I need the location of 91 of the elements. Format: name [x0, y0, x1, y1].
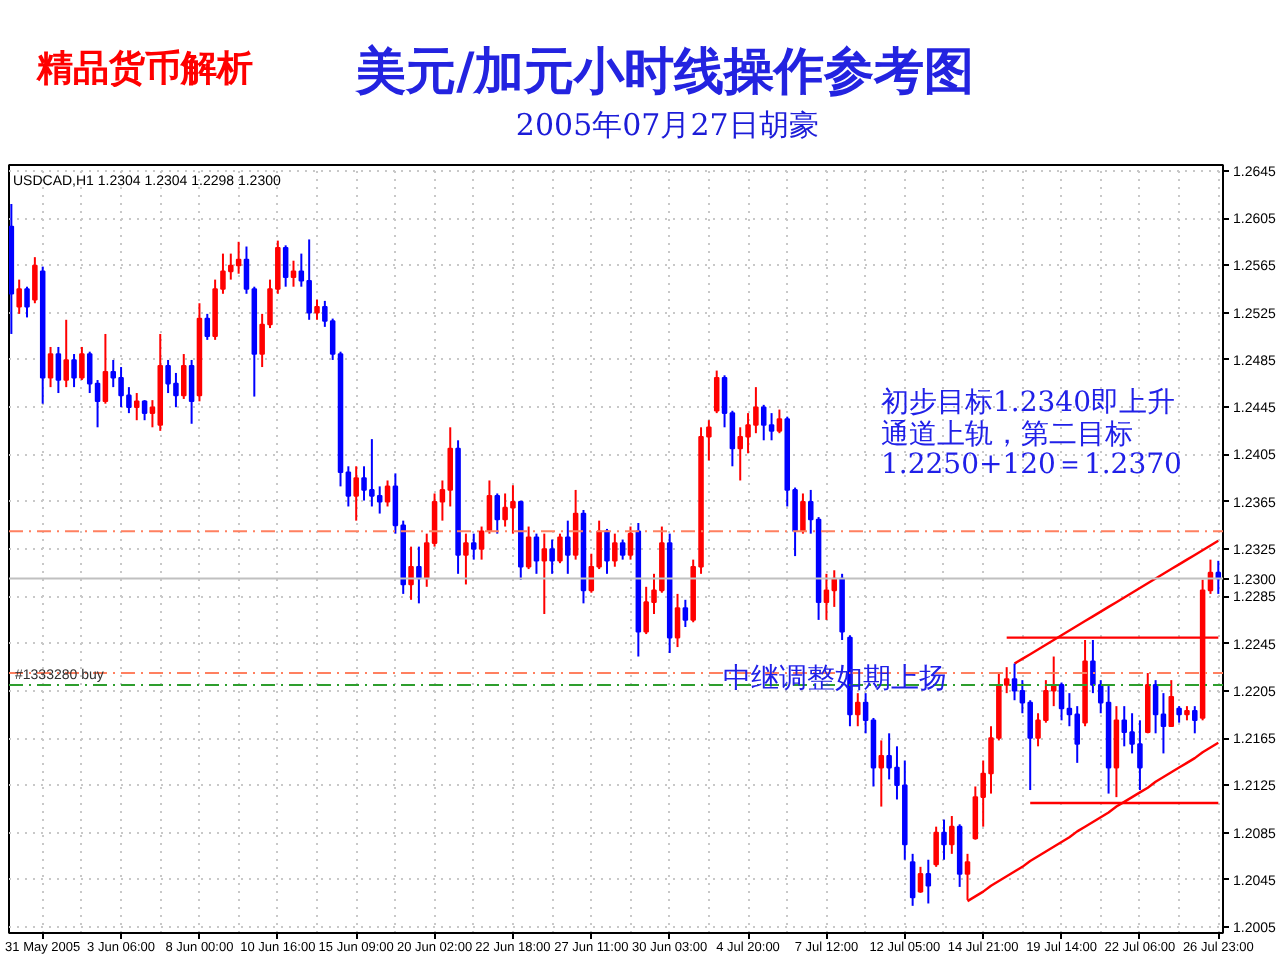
candlestick	[565, 519, 571, 575]
candlestick	[800, 492, 806, 535]
candlestick	[760, 403, 767, 442]
candlestick	[79, 345, 85, 382]
candlestick	[753, 386, 759, 435]
candlestick	[282, 244, 289, 288]
candlestick	[165, 358, 171, 395]
candlestick	[24, 285, 30, 319]
candlestick	[102, 332, 109, 405]
candlestick	[181, 353, 187, 400]
candlestick	[823, 572, 830, 621]
candlestick	[212, 278, 218, 341]
candlestick	[110, 358, 116, 389]
annotation: 1.2250+120＝1.2370	[881, 449, 1182, 481]
candlestick	[408, 545, 414, 601]
candlestick	[369, 438, 375, 508]
candlestick	[768, 412, 775, 442]
candlestick	[737, 426, 743, 482]
candlestick	[619, 538, 626, 561]
candlestick	[86, 350, 93, 395]
candlestick	[776, 408, 783, 435]
candlestick	[290, 259, 297, 288]
candlestick	[376, 485, 383, 515]
candlestick	[1113, 705, 1120, 799]
candlestick	[682, 598, 689, 628]
candlestick	[1003, 666, 1010, 695]
candlestick	[204, 312, 211, 341]
candlestick	[16, 278, 22, 315]
candlestick	[878, 739, 885, 808]
candlestick	[941, 818, 947, 861]
candlestick	[1137, 719, 1143, 792]
candlestick	[306, 238, 312, 321]
candlestick	[1121, 705, 1128, 748]
candlestick	[674, 592, 681, 649]
candlestick	[133, 392, 140, 422]
candlestick	[886, 732, 892, 781]
candlestick	[1074, 705, 1080, 764]
candlestick	[643, 585, 649, 636]
candlestick	[933, 825, 939, 868]
candlestick	[63, 318, 69, 389]
candlestick	[502, 492, 508, 528]
candlestick	[533, 532, 540, 575]
candlestick	[173, 371, 179, 409]
candlestick	[55, 345, 62, 395]
candlestick	[463, 532, 469, 586]
candlestick	[1160, 692, 1167, 755]
candlestick	[353, 465, 359, 522]
candlestick	[557, 532, 563, 565]
candlestick	[1152, 679, 1159, 735]
candlestick	[1090, 638, 1096, 695]
candlestick	[917, 865, 924, 894]
chart-title: 美元/加元小时线操作参考图	[354, 42, 975, 100]
candlestick	[627, 525, 634, 561]
candlestick	[314, 298, 320, 321]
candlestick	[909, 852, 916, 907]
candlestick	[1011, 662, 1018, 702]
candlestick	[141, 399, 148, 422]
candlestick	[416, 545, 422, 605]
candlestick	[478, 525, 485, 561]
candlestick	[47, 345, 54, 389]
candlestick	[713, 369, 720, 415]
text: 精品货币解析	[35, 48, 254, 90]
candlestick	[745, 412, 751, 455]
candlestick	[1192, 705, 1198, 735]
candlestick	[494, 492, 501, 535]
line-series	[1013, 539, 1220, 665]
candlestick	[1168, 679, 1175, 728]
candlestick	[1058, 681, 1065, 722]
candlestick	[118, 366, 124, 409]
annotation: 通道上轨，第二目标	[881, 419, 1133, 451]
candlestick	[549, 538, 555, 575]
candlestick	[1145, 672, 1151, 735]
candlestick	[470, 532, 477, 561]
annotation: 初步目标1.2340即上升	[881, 387, 1175, 419]
candlestick	[361, 465, 367, 502]
candlestick	[541, 532, 548, 615]
candlestick	[384, 479, 391, 508]
candlestick	[525, 525, 532, 571]
candlestick	[71, 353, 77, 389]
candlestick	[949, 815, 955, 855]
candlestick	[855, 692, 861, 728]
candlestick	[925, 858, 932, 905]
candlestick	[510, 484, 516, 535]
chart-subtitle: 2005年07月27日胡豪	[515, 107, 819, 143]
candlestick	[32, 256, 38, 305]
candlestick	[956, 823, 963, 888]
candlestick	[612, 532, 618, 568]
candlestick	[604, 527, 610, 575]
candlestick	[235, 240, 242, 275]
candlestick	[447, 426, 453, 508]
candlestick	[188, 358, 195, 425]
